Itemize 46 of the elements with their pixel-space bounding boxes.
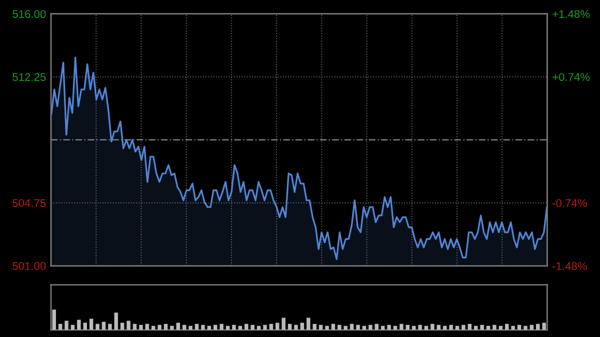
bar [96,324,100,330]
bar [108,324,112,330]
bar [542,322,546,330]
bar [158,324,162,330]
bar [139,324,143,330]
bar [430,324,434,330]
bar [492,324,496,330]
bar [220,324,224,330]
bar [64,320,68,330]
y2-tick-label: -0.74% [552,199,587,208]
bar [312,324,316,330]
bar [536,324,540,330]
bar [201,324,205,330]
bar [263,324,267,330]
bar [294,324,298,330]
bar [356,324,360,330]
bar [306,318,310,330]
bar [511,326,515,330]
bar [188,326,192,330]
bar [276,322,280,330]
bar [77,320,81,330]
bar [232,324,236,330]
bar [282,318,286,330]
bar [114,312,118,330]
bar [89,318,94,330]
bar [449,324,453,330]
bar [418,324,422,330]
bar [126,320,130,330]
y-tick-label: 516.00 [12,10,46,18]
y-tick-label: 504.75 [12,199,46,208]
bar [400,324,404,330]
bar [338,324,342,330]
bar [524,326,528,330]
bar [325,326,329,330]
bar [480,324,484,330]
y-tick-label: 512.25 [12,73,46,81]
y2-tick-label: -1.48% [552,262,587,270]
bar [52,310,56,330]
y-tick-label: 501.00 [12,262,46,270]
y2-tick-label: +0.74% [552,73,590,81]
bar [387,324,391,330]
bar [250,324,254,330]
y2-tick-label: +1.48% [552,10,590,18]
bar [368,324,372,330]
bar [462,324,466,330]
bar [170,326,174,330]
